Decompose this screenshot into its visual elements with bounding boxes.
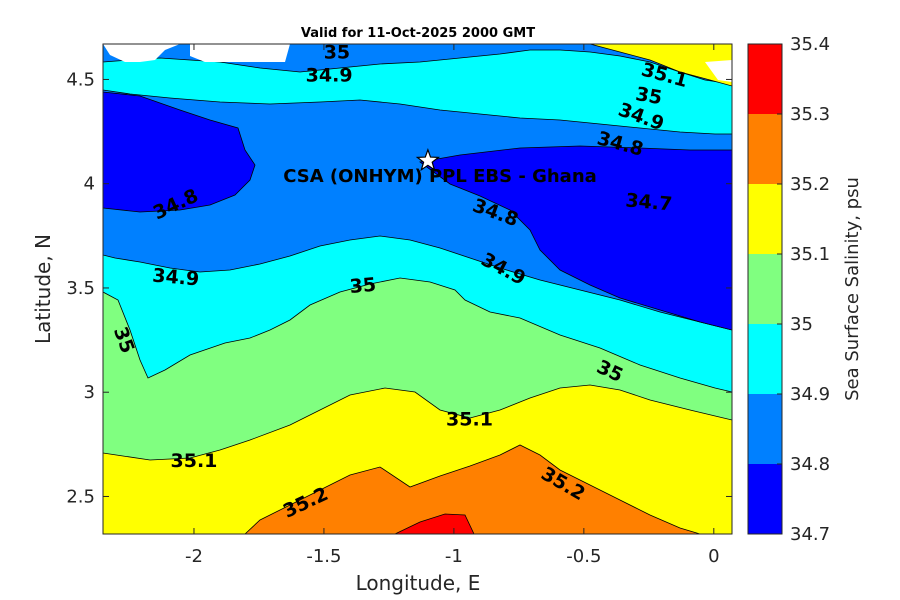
colorbar-frame [747, 43, 783, 535]
colorbar-segment [748, 324, 782, 394]
colorbar-segment [748, 394, 782, 464]
colorbar-segment [748, 254, 782, 324]
y-tick-label: 4.5 [66, 69, 95, 90]
x-tick-label: 0 [708, 546, 719, 567]
x-tick-label: -1.5 [306, 546, 341, 567]
colorbar-tick-label: 34.9 [790, 384, 830, 405]
plot-frame [102, 43, 733, 535]
colorbar-segment [748, 464, 782, 534]
x-axis-label: Longitude, E [356, 571, 481, 595]
colorbar-tick-label: 35.3 [790, 104, 830, 125]
colorbar-tick-label: 35.2 [790, 174, 830, 195]
contour-label: 35 [634, 83, 664, 109]
y-tick-label: 2.5 [66, 486, 95, 507]
axes: -2 -1.5 -1 -0.5 0 2.5 3 3.5 4 4.5 [66, 44, 732, 567]
colorbar-tick-label: 34.7 [790, 524, 830, 545]
contour-label: 34.9 [306, 64, 353, 86]
contour-label: 34.7 [625, 189, 674, 215]
site-label: CSA (ONHYM) PPL EBS - Ghana [283, 166, 597, 187]
x-tick-label: -1 [445, 546, 463, 567]
band-34.7-34.8 [103, 91, 732, 331]
colorbar-segment [748, 184, 782, 254]
x-tick-label: -0.5 [566, 546, 601, 567]
site-star-icon [415, 148, 441, 172]
colorbar-tick-label: 34.8 [790, 454, 830, 475]
chart-title: Valid for 11-Oct-2025 2000 GMT [301, 26, 535, 41]
y-tick-label: 4 [84, 174, 95, 195]
y-tick-label: 3.5 [66, 278, 95, 299]
site-marker-group: CSA (ONHYM) PPL EBS - Ghana [283, 148, 597, 187]
colorbar-tick-label: 35.4 [790, 34, 830, 55]
y-axis-label: Latitude, N [31, 234, 55, 344]
colorbar-label: Sea Surface Salinity, psu [842, 177, 863, 401]
y-tick-label: 3 [84, 382, 95, 403]
colorbar-segment [748, 114, 782, 184]
band-35.1-35.2 [103, 44, 732, 534]
colorbar-tick-label: 35.1 [790, 244, 830, 265]
contour-field [103, 44, 732, 534]
colorbar: 34.7 34.8 34.9 35 35.1 35.2 35.3 35.4 [747, 34, 830, 545]
contour-label: 35.1 [446, 408, 493, 430]
x-tick-label: -2 [185, 546, 203, 567]
no-data-region [103, 44, 732, 82]
contour-label: 35 [349, 274, 377, 298]
band-35.2-35.3 [244, 444, 701, 534]
contour-label: 35 [324, 41, 350, 63]
colorbar-segment [748, 44, 782, 114]
contour-label: 35.1 [171, 450, 218, 472]
colorbar-tick-label: 35 [790, 314, 813, 335]
contour-label: 34.9 [151, 265, 200, 291]
